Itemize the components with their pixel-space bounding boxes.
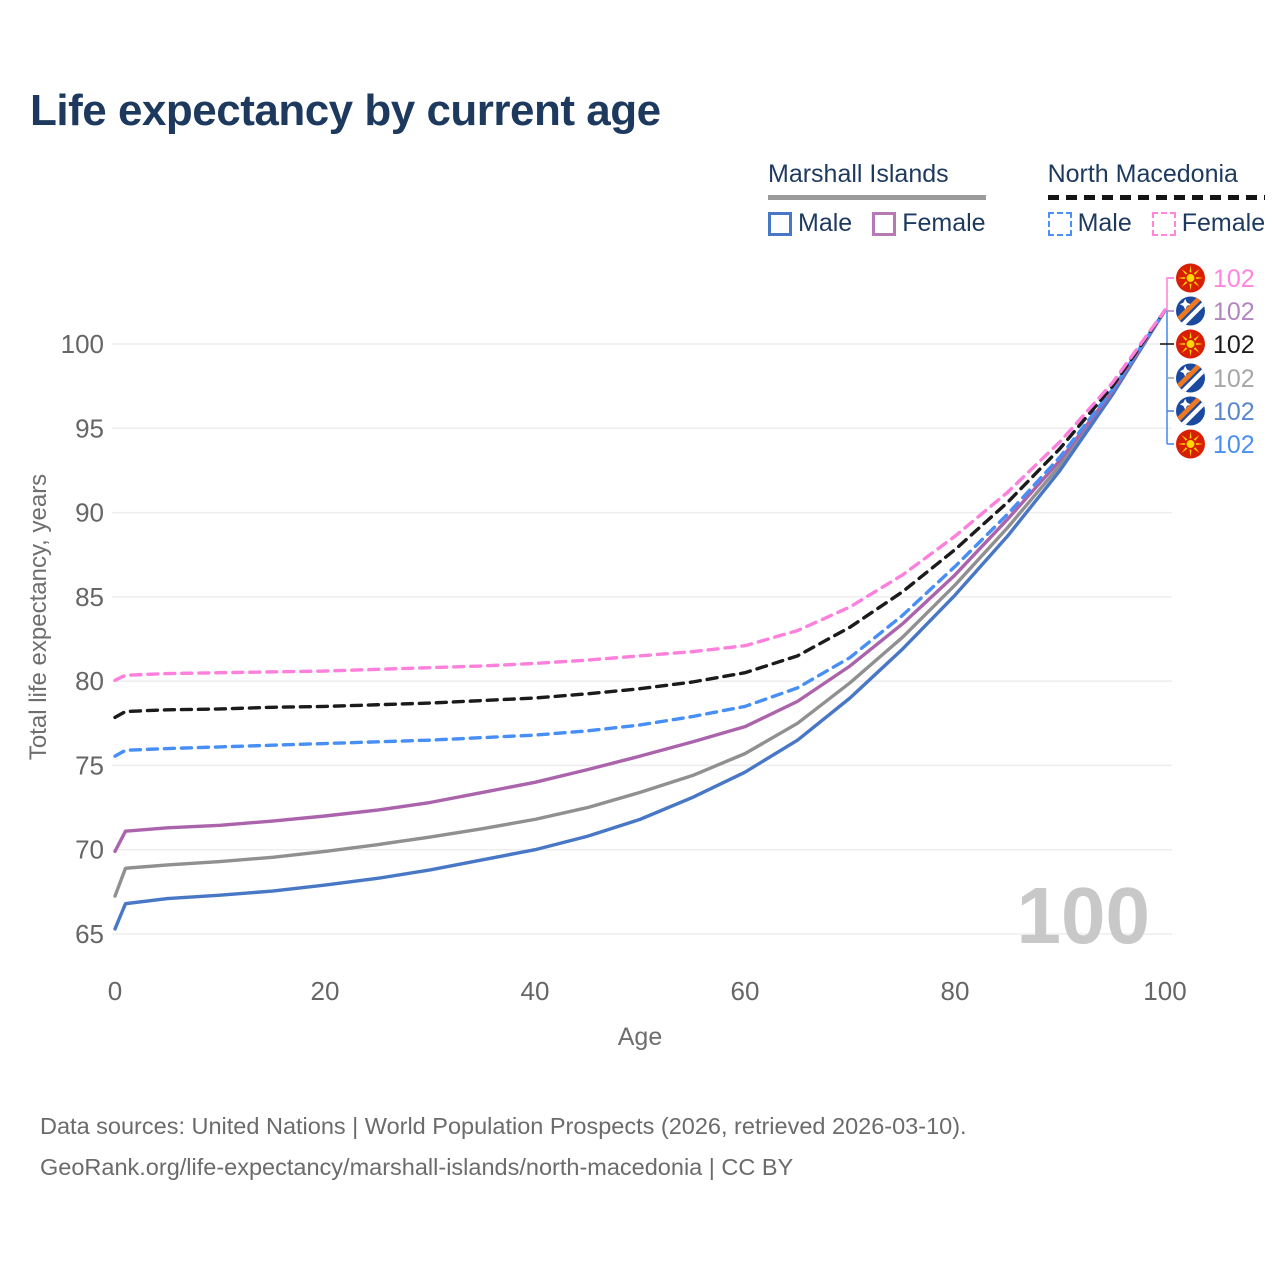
marshall-islands-flag-icon bbox=[1175, 396, 1207, 428]
x-tick-label: 40 bbox=[521, 976, 550, 1006]
footer-link-line: GeoRank.org/life-expectancy/marshall-isl… bbox=[40, 1154, 794, 1180]
legend-swatch-icon bbox=[768, 211, 792, 236]
legend-group-marshall-islands: Marshall Islands Male Female bbox=[768, 160, 986, 238]
legend-item-north-macedonia-male[interactable]: Male bbox=[1047, 209, 1132, 238]
y-tick-label: 75 bbox=[75, 750, 104, 780]
legend-items: Male Female bbox=[768, 209, 986, 238]
y-tick-label: 95 bbox=[75, 413, 104, 443]
marshall-islands-flag-icon bbox=[1175, 296, 1207, 328]
legend-item-marshall-islands-female[interactable]: Female bbox=[872, 209, 986, 238]
legend-underline-dashed bbox=[1047, 195, 1266, 200]
series-line-marshall-islands-female[interactable] bbox=[113, 308, 1167, 854]
chart-legend: Marshall Islands Male Female North Maced… bbox=[768, 160, 1266, 238]
legend-item-label: Male bbox=[798, 209, 853, 237]
y-tick-label: 80 bbox=[75, 666, 104, 696]
legend-item-label: Female bbox=[902, 209, 986, 237]
y-axis-title: Total life expectancy, years bbox=[25, 474, 52, 760]
age-watermark: 100 bbox=[1017, 871, 1150, 960]
legend-group-title: Marshall Islands bbox=[768, 160, 949, 188]
series-line-north-macedonia-total[interactable] bbox=[113, 308, 1167, 720]
series-line-north-macedonia-male[interactable] bbox=[113, 308, 1167, 758]
leader-line bbox=[1166, 277, 1174, 310]
series-line-north-macedonia-female[interactable] bbox=[113, 308, 1167, 683]
x-tick-label: 80 bbox=[941, 976, 970, 1006]
y-tick-label: 65 bbox=[75, 919, 104, 949]
end-value-label: 102 bbox=[1213, 431, 1255, 459]
x-axis-title: Age bbox=[618, 1023, 662, 1051]
end-value-label: 102 bbox=[1213, 298, 1255, 326]
legend-group-title: North Macedonia bbox=[1047, 160, 1238, 188]
chart-generated: 65 70 75 80 85 90 95 100 0 20 40 60 80 100 Age Total li… bbox=[25, 263, 1255, 1051]
legend-item-label: Male bbox=[1077, 209, 1132, 237]
x-tick-label: 20 bbox=[311, 976, 340, 1006]
legend-item-north-macedonia-female[interactable]: Female bbox=[1151, 209, 1266, 238]
y-tick-label: 90 bbox=[75, 498, 104, 528]
north-macedonia-flag-icon bbox=[1176, 263, 1205, 293]
end-value-label: 102 bbox=[1213, 331, 1255, 359]
end-value-label: 102 bbox=[1213, 265, 1255, 293]
end-value-label: 102 bbox=[1213, 365, 1255, 393]
north-macedonia-flag-icon bbox=[1176, 429, 1205, 459]
north-macedonia-flag-icon bbox=[1176, 329, 1205, 359]
page-title: Life expectancy by current age bbox=[30, 86, 661, 135]
series-line-marshall-islands-male[interactable] bbox=[113, 308, 1167, 931]
y-tick-label: 100 bbox=[61, 329, 104, 359]
legend-underline-solid bbox=[768, 195, 986, 200]
chart-area: 65 70 75 80 85 90 95 100 0 20 40 60 80 100 Age Total li… bbox=[0, 250, 1280, 1070]
chart-footer: Data sources: United Nations | World Pop… bbox=[40, 1106, 1190, 1188]
x-tick-label: 0 bbox=[108, 976, 122, 1006]
chart-svg: 65 70 75 80 85 90 95 100 0 20 40 60 80 100 Age Total li… bbox=[25, 263, 1255, 1051]
series-line-marshall-islands-total[interactable] bbox=[113, 308, 1167, 898]
legend-item-marshall-islands-male[interactable]: Male bbox=[768, 209, 852, 238]
legend-swatch-icon bbox=[1151, 211, 1176, 236]
marshall-islands-flag-icon bbox=[1175, 363, 1207, 395]
legend-swatch-icon bbox=[1047, 211, 1072, 236]
legend-group-north-macedonia: North Macedonia Male Female bbox=[1047, 160, 1266, 238]
x-tick-label: 60 bbox=[731, 976, 760, 1006]
legend-item-label: Female bbox=[1181, 209, 1266, 237]
footer-sources-line: Data sources: United Nations | World Pop… bbox=[40, 1113, 967, 1139]
x-tick-label: 100 bbox=[1143, 976, 1186, 1006]
y-tick-label: 70 bbox=[75, 835, 104, 865]
end-value-label: 102 bbox=[1213, 398, 1255, 426]
y-tick-label: 85 bbox=[75, 582, 104, 612]
legend-swatch-icon bbox=[872, 211, 897, 236]
legend-items: Male Female bbox=[1047, 209, 1266, 238]
